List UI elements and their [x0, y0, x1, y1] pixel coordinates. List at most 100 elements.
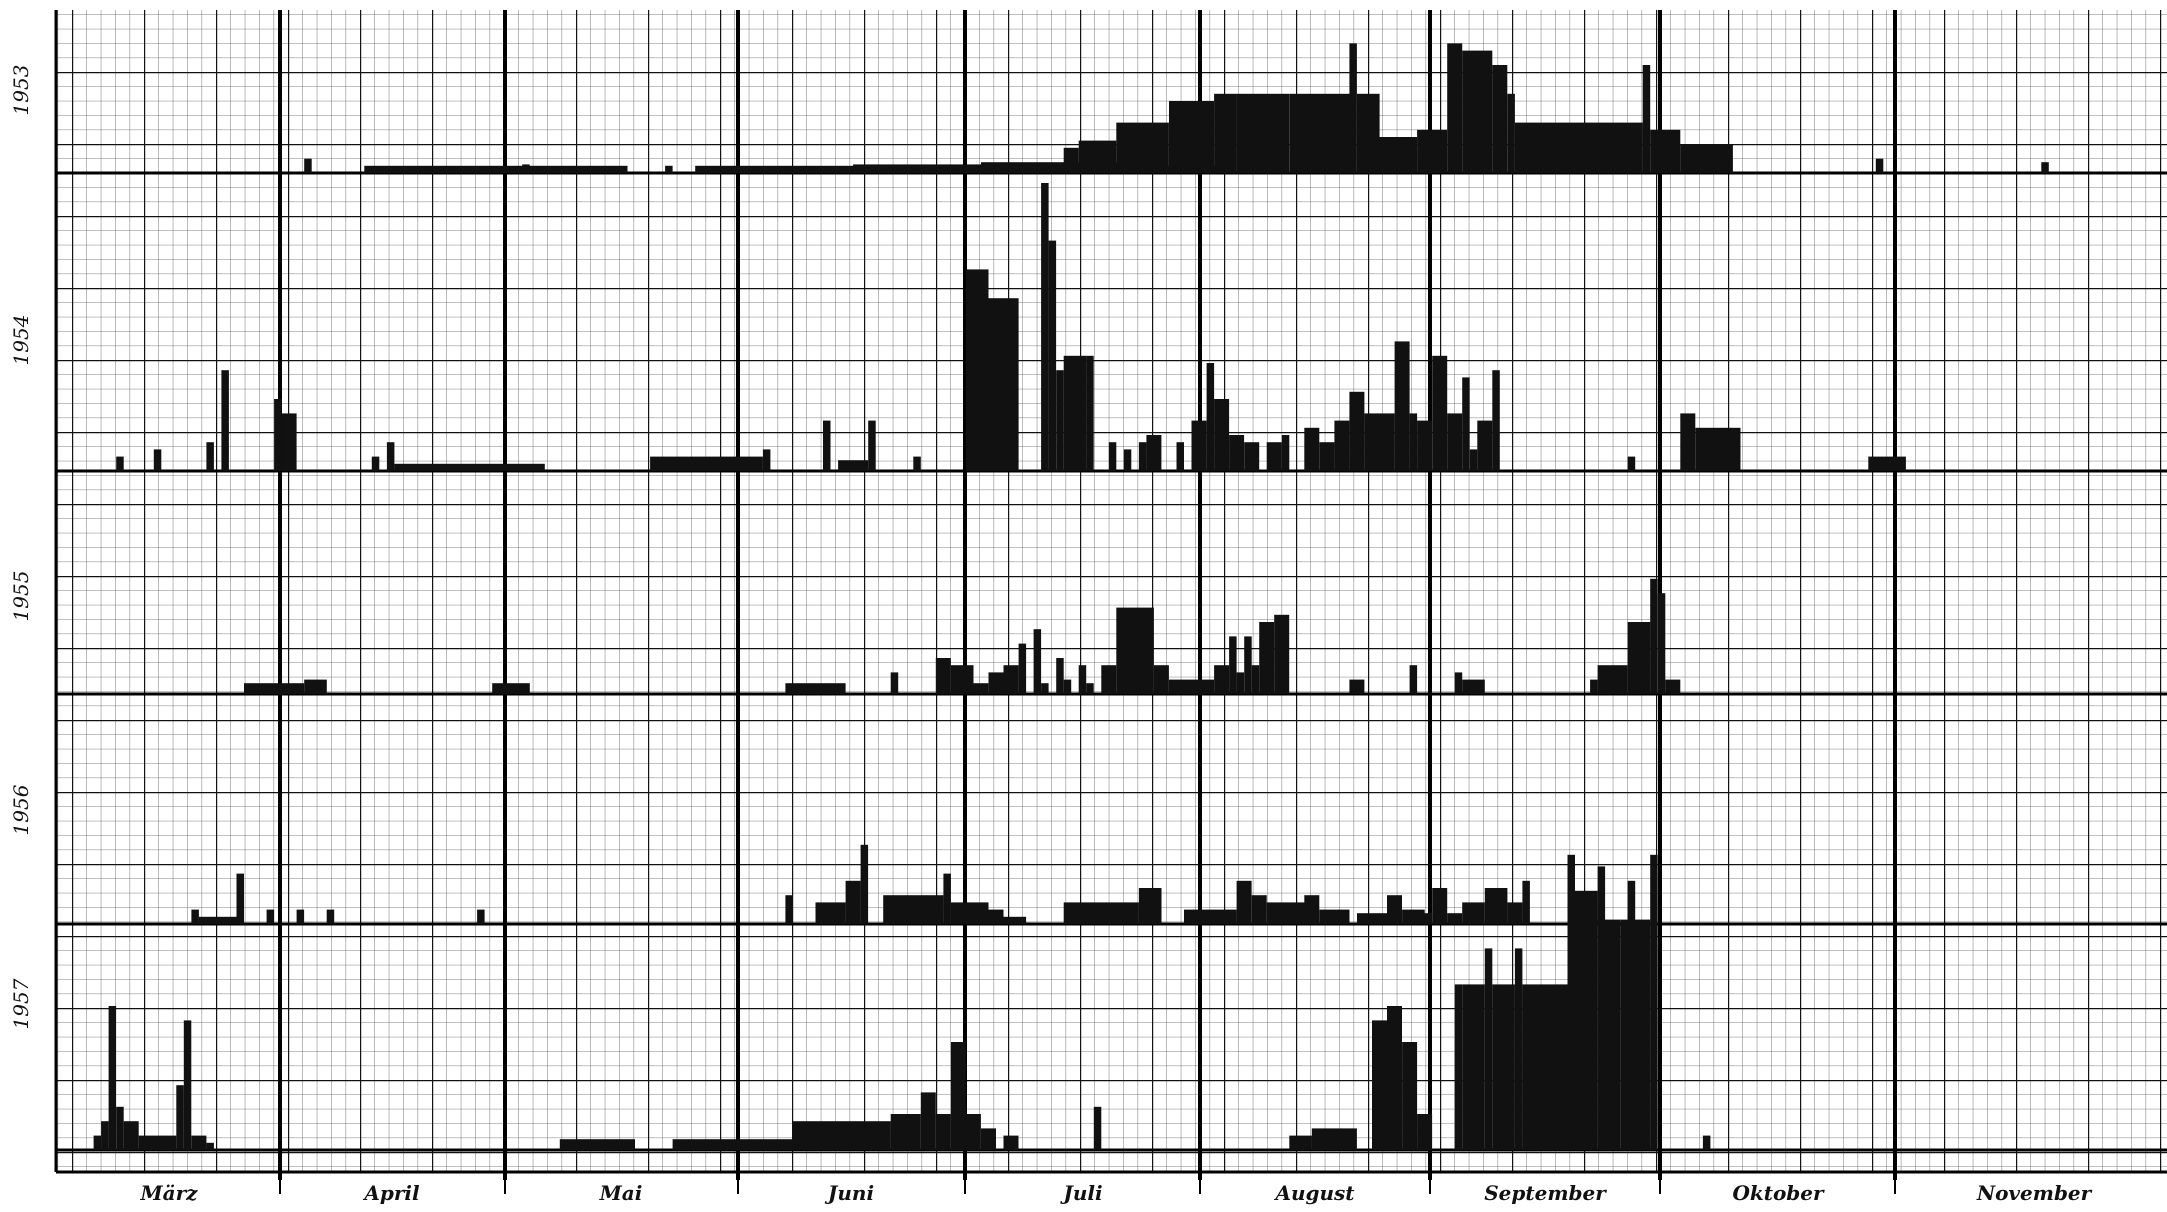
month-label: Mai	[599, 1181, 643, 1205]
precipitation-bar	[1003, 916, 1027, 924]
precipitation-bar	[1033, 629, 1042, 694]
precipitation-bar	[1229, 636, 1237, 694]
precipitation-bar	[138, 1135, 177, 1150]
precipitation-bar	[1462, 902, 1485, 924]
precipitation-bar	[1432, 355, 1448, 471]
precipitation-bar	[101, 1121, 109, 1150]
precipitation-bar	[1078, 140, 1117, 173]
precipitation-bar	[1266, 902, 1312, 924]
precipitation-bar	[1041, 183, 1049, 471]
precipitation-bar	[672, 1139, 793, 1150]
precipitation-bar	[123, 1121, 139, 1150]
precipitation-bar	[1101, 665, 1117, 694]
precipitation-bar	[1311, 1128, 1357, 1150]
precipitation-bar	[116, 456, 124, 471]
precipitation-bar	[883, 895, 944, 924]
precipitation-bar	[1514, 948, 1523, 1150]
precipitation-bar	[1003, 665, 1019, 694]
precipitation-bar	[1086, 355, 1094, 471]
precipitation-bar	[1289, 93, 1350, 173]
precipitation-bar	[1199, 679, 1214, 694]
month-label: März	[140, 1181, 199, 1205]
precipitation-bar	[1236, 880, 1252, 924]
precipitation-bar	[1169, 101, 1215, 173]
precipitation-bar	[853, 164, 1102, 173]
precipitation-bar	[762, 449, 771, 471]
month-divider-lines	[54, 10, 2167, 1194]
precipitation-bar	[371, 456, 380, 471]
precipitation-bar	[1387, 1006, 1402, 1150]
precipitation-bar	[1417, 129, 1448, 173]
precipitation-bar	[1484, 888, 1508, 924]
precipitation-bar	[1214, 399, 1230, 471]
precipitation-bar	[1259, 622, 1275, 694]
precipitation-bar	[1289, 1135, 1312, 1150]
precipitation-bar	[981, 1128, 996, 1150]
precipitation-bar	[1236, 93, 1290, 173]
precipitation-bar	[1063, 902, 1139, 924]
precipitation-bar	[1402, 1042, 1418, 1150]
precipitation-bar	[785, 895, 793, 924]
precipitation-bar	[935, 1114, 951, 1150]
precipitation-bar	[1357, 93, 1380, 173]
precipitation-bar	[1680, 144, 1733, 173]
precipitation-bar	[1251, 895, 1267, 924]
precipitation-bar	[1590, 679, 1598, 694]
precipitation-bar	[1627, 880, 1636, 924]
precipitation-bar	[845, 880, 861, 924]
year-label-1957: 1957	[9, 978, 33, 1029]
precipitation-bar	[1281, 435, 1290, 471]
precipitation-bar	[1432, 888, 1448, 924]
precipitation-bar	[1522, 880, 1530, 924]
precipitation-bar	[1545, 122, 1643, 173]
precipitation-bar	[1462, 377, 1470, 471]
precipitation-bar	[1206, 363, 1215, 471]
precipitation-bar	[1214, 93, 1237, 173]
precipitation-bar	[988, 298, 1019, 471]
precipitation-bar	[1304, 427, 1320, 471]
precipitation-bar	[1138, 442, 1147, 471]
precipitation-bar	[1056, 658, 1064, 694]
precipitation-bar	[950, 1042, 966, 1150]
precipitation-bar	[1244, 442, 1260, 471]
precipitation-bar	[2041, 162, 2049, 173]
precipitation-bar	[221, 370, 229, 471]
month-label: Juni	[824, 1181, 874, 1205]
precipitation-bar	[1868, 456, 1906, 471]
precipitation-bar	[965, 1114, 981, 1150]
precipitation-bar	[1597, 665, 1628, 694]
precipitation-bar	[1349, 43, 1357, 174]
precipitation-bar	[785, 683, 846, 694]
precipitation-bar	[1266, 442, 1282, 471]
month-label: August	[1273, 1181, 1355, 1205]
precipitation-bar	[274, 399, 282, 471]
precipitation-bar	[1507, 93, 1515, 173]
precipitation-bar	[304, 158, 312, 173]
month-label: April	[362, 1181, 420, 1205]
precipitation-bar	[191, 909, 199, 924]
precipitation-bar	[890, 1114, 921, 1150]
precipitation-bar	[1447, 413, 1463, 471]
precipitation-bar	[1184, 909, 1237, 924]
year-label-1955: 1955	[9, 571, 33, 622]
precipitation-bar	[153, 449, 162, 471]
precipitation-bar	[1627, 622, 1651, 694]
precipitation-bar	[1063, 147, 1079, 173]
precipitation-bar	[1229, 435, 1245, 471]
precipitation-bar	[935, 658, 951, 694]
precipitation-bar	[1454, 672, 1463, 694]
precipitation-bar	[868, 420, 876, 471]
series-1955	[244, 578, 1681, 694]
month-labels: März April Mai Juni Juli August September Oktob…	[140, 1181, 2093, 1205]
precipitation-bar	[890, 672, 899, 694]
precipitation-bar	[1086, 683, 1094, 694]
precipitation-bar	[1123, 449, 1132, 471]
precipitation-bar	[1492, 370, 1500, 471]
month-label: November	[1976, 1181, 2093, 1205]
series-1953	[304, 43, 2049, 174]
precipitation-bar	[364, 165, 628, 173]
precipitation-bar	[304, 679, 327, 694]
precipitation-bar	[1665, 679, 1681, 694]
precipitation-bar	[1597, 866, 1606, 924]
precipitation-bar	[860, 844, 869, 924]
